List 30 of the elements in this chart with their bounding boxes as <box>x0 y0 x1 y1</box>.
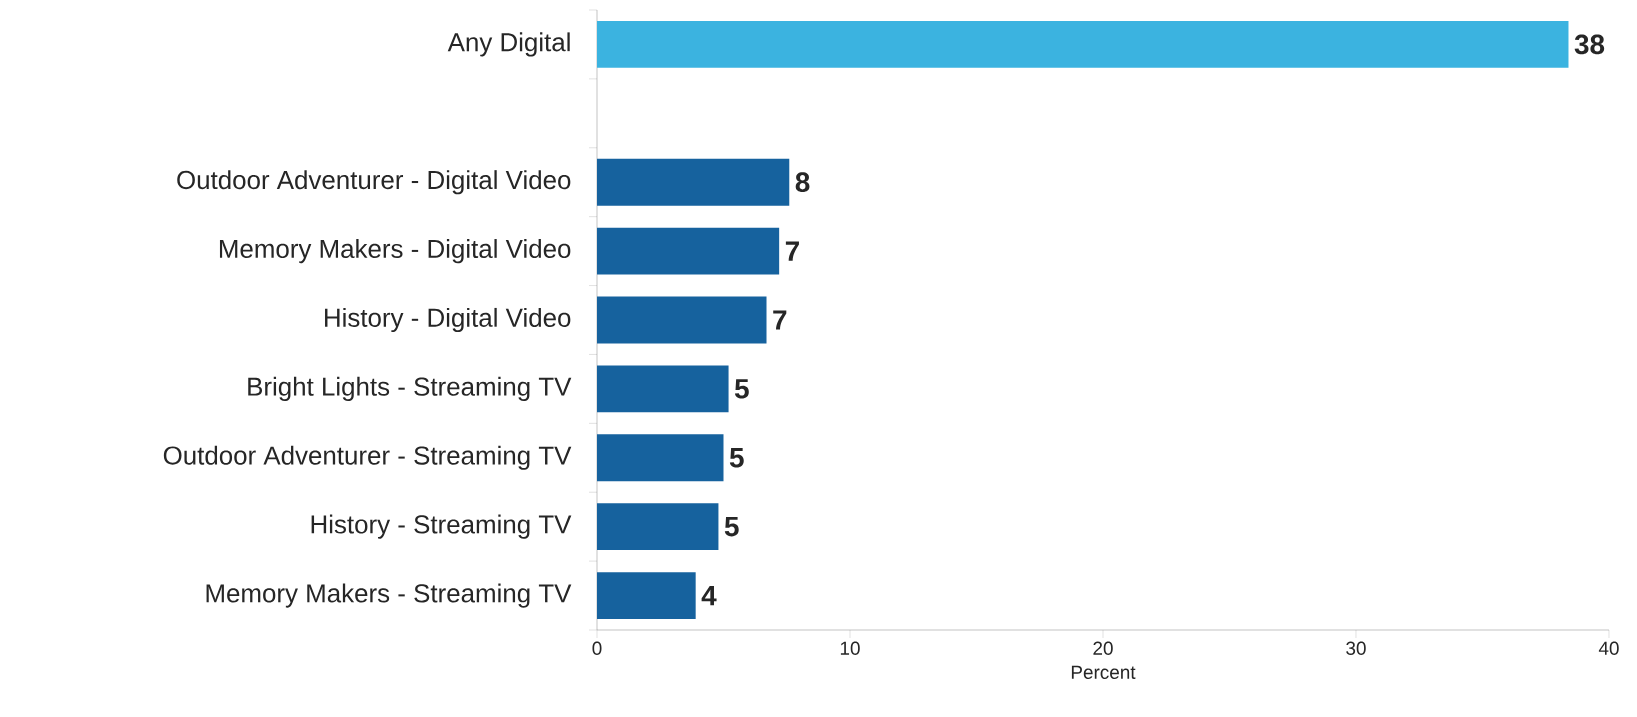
x-tick-label: 40 <box>1598 641 1619 655</box>
data-label: 8 <box>795 172 810 193</box>
bar <box>597 572 696 619</box>
data-label: 7 <box>785 241 799 261</box>
x-axis-title: Percent <box>1071 665 1136 679</box>
data-label: 5 <box>729 448 744 468</box>
bar <box>597 296 767 344</box>
x-tick-label: 30 <box>1346 641 1366 655</box>
y-tick-label: Outdoor Adventurer - Digital Video <box>177 170 571 195</box>
data-label: 5 <box>734 379 749 399</box>
y-tick-label: Memory Makers - Digital Video <box>219 239 571 264</box>
bar <box>597 158 790 206</box>
y-tick-label: Outdoor Adventurer - Streaming TV <box>163 445 572 470</box>
data-label: 5 <box>724 516 739 537</box>
y-tick-label: History - Digital Video <box>325 307 571 333</box>
data-label: 4 <box>701 585 717 606</box>
bar <box>597 227 780 275</box>
y-tick-label: Memory Makers - Streaming TV <box>206 583 572 608</box>
y-tick-label: Any Digital <box>447 32 570 57</box>
bar <box>597 21 1569 68</box>
bar <box>597 365 729 413</box>
y-tick-label: History - Streaming TV <box>311 514 572 539</box>
x-tick-label: 10 <box>840 641 860 655</box>
data-label: 7 <box>773 310 787 330</box>
bar <box>597 434 724 482</box>
x-tick-label: 0 <box>592 641 602 655</box>
y-tick-label: Bright Lights - Streaming TV <box>248 376 572 401</box>
bar <box>597 503 719 551</box>
data-label: 38 <box>1574 34 1605 55</box>
x-tick-label: 20 <box>1093 641 1113 655</box>
